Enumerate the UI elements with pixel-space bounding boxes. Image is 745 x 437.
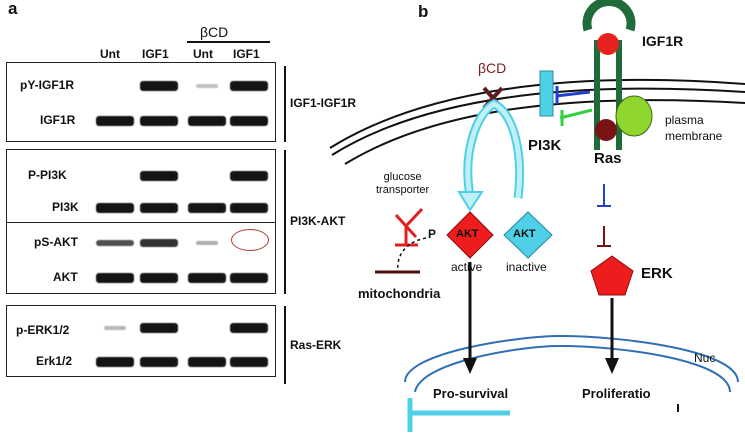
blot-band xyxy=(196,84,218,88)
blot-band xyxy=(140,273,178,283)
erk-maroon-inhibition-icon xyxy=(597,226,611,247)
membrane-mid-line xyxy=(331,87,745,156)
group-label-pi3k-akt: PI3K-AKT xyxy=(290,214,346,228)
blot-band xyxy=(230,171,268,181)
blot-band xyxy=(230,323,268,333)
column-header-1: Unt xyxy=(100,47,120,61)
panel-b-label: b xyxy=(418,2,429,21)
blot-band xyxy=(140,239,178,247)
receptor-green-inhibition-icon xyxy=(559,108,593,126)
group-bracket-pi3k-akt xyxy=(284,150,286,294)
erk-blue-inhibition-icon xyxy=(597,184,611,207)
blot-label-akt: AKT xyxy=(53,270,78,284)
column-header-3: Unt xyxy=(193,47,213,61)
blot-band xyxy=(140,171,178,181)
glucose-transporter-inhibition-icon xyxy=(394,207,424,247)
blot-band xyxy=(230,203,268,213)
group-label-igf1-igf1r: IGF1-IGF1R xyxy=(290,96,357,110)
receptor-blue-inhibition-icon xyxy=(555,86,591,104)
bcd-label: βCD xyxy=(478,60,507,76)
treatment-header: βCD xyxy=(200,24,229,40)
blot-label-erk: Erk1/2 xyxy=(36,354,73,368)
blot-divider xyxy=(6,222,276,223)
column-header-2: IGF1 xyxy=(142,47,169,61)
panel-a-label: a xyxy=(8,0,18,18)
blot-label-ps-akt: pS-AKT xyxy=(34,235,78,249)
group-bracket-ras-erk xyxy=(284,306,286,384)
blot-band xyxy=(230,357,268,367)
blot-band xyxy=(230,81,268,91)
proliferation-label: Proliferatio xyxy=(582,386,651,401)
nucleus-outer-envelope xyxy=(404,334,739,383)
blot-band xyxy=(96,240,134,246)
blot-band xyxy=(188,203,226,213)
igf1r-label: IGF1R xyxy=(642,33,684,49)
akt-loop-arrow-icon xyxy=(457,99,525,212)
nucleus-inner-envelope xyxy=(414,344,731,393)
akt-active-label: active xyxy=(451,260,483,274)
akt-inactive-icon xyxy=(503,211,553,259)
ras-maroon-icon xyxy=(595,119,617,141)
blot-band xyxy=(104,326,126,330)
akt-inactive-label: inactive xyxy=(506,260,547,274)
nucleus-label: Nuc xyxy=(694,351,716,365)
erk-arrowhead-icon xyxy=(605,358,619,374)
missing-band-highlight xyxy=(231,229,269,251)
plasma-membrane-label: plasma membrane xyxy=(665,113,723,143)
igf1r-receptor-icon xyxy=(582,0,636,150)
blot-band xyxy=(96,116,134,126)
akt-arrowhead-icon xyxy=(463,358,477,374)
mitochondria-dashed-link xyxy=(397,237,427,273)
blot-band xyxy=(96,203,134,213)
blot-band xyxy=(230,273,268,283)
erk-label: ERK xyxy=(641,265,673,282)
blot-label-pi3k: PI3K xyxy=(52,200,79,214)
pro-survival-label: Pro-survival xyxy=(433,386,509,401)
pi3k-label: PI3K xyxy=(528,137,562,154)
phospho-label: P xyxy=(428,227,437,241)
blot-band xyxy=(230,116,268,126)
akt-active-symbol: AKT xyxy=(456,228,479,240)
column-header-4: IGF1 xyxy=(233,47,260,61)
treatment-underline xyxy=(187,41,270,43)
blot-label-igf1r: IGF1R xyxy=(40,113,76,127)
glucose-transporter-label: glucose transporter xyxy=(376,171,430,196)
ras-green-icon xyxy=(615,95,653,137)
blot-label-p-erk: p-ERK1/2 xyxy=(16,323,70,337)
blot-band xyxy=(96,273,134,283)
pro-survival-cyan-inhibition-icon xyxy=(407,398,510,432)
blot-band xyxy=(188,116,226,126)
blot-band xyxy=(140,323,178,333)
pi3k-bar-icon xyxy=(539,70,554,117)
blot-label-py-igf1r: pY-IGF1R xyxy=(20,78,75,92)
mitochondria-label: mitochondria xyxy=(358,286,441,301)
blot-band xyxy=(96,357,134,367)
blot-band xyxy=(188,273,226,283)
blot-box-igf1r xyxy=(6,62,276,142)
blot-band xyxy=(140,116,178,126)
erk-pentagon-icon xyxy=(590,255,634,296)
ras-label: Ras xyxy=(594,150,622,167)
blot-band xyxy=(140,203,178,213)
akt-active-icon xyxy=(446,211,494,259)
group-bracket-igf1r xyxy=(284,66,286,142)
blot-band xyxy=(188,357,226,367)
akt-inactive-symbol: AKT xyxy=(513,228,536,240)
blot-label-p-pi3k: P-PI3K xyxy=(28,168,67,182)
blot-band xyxy=(140,357,178,367)
group-label-ras-erk: Ras-ERK xyxy=(290,338,342,352)
blot-band xyxy=(196,241,218,245)
blot-band xyxy=(140,81,178,91)
